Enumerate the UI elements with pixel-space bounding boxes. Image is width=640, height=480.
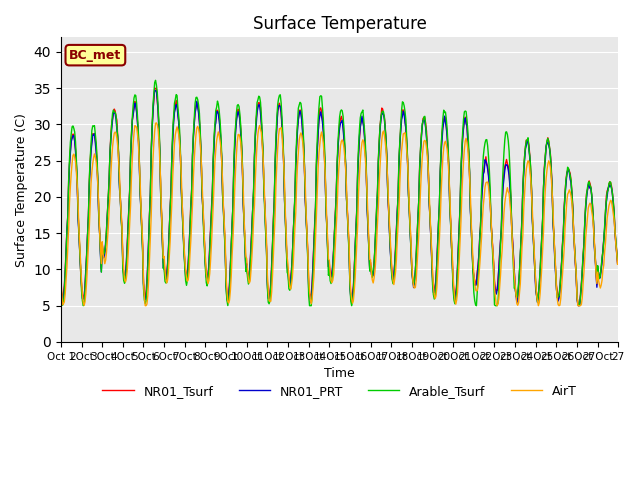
Arable_Tsurf [79, 303, 87, 309]
NR01_PRT [337, 119, 345, 125]
AirT [562, 212, 570, 218]
Line: NR01_PRT: NR01_PRT [61, 90, 618, 306]
NR01_Tsurf [541, 164, 548, 169]
AirT [152, 120, 160, 126]
NR01_PRT [215, 118, 223, 124]
Arable_Tsurf [216, 118, 224, 123]
Arable_Tsurf [57, 288, 65, 294]
AirT [614, 262, 621, 267]
NR01_PRT [262, 227, 269, 233]
AirT [159, 230, 166, 236]
Arable_Tsurf [159, 240, 166, 246]
Arable_Tsurf [339, 108, 346, 114]
NR01_Tsurf [337, 113, 345, 119]
Y-axis label: Surface Temperature (C): Surface Temperature (C) [15, 113, 28, 266]
NR01_PRT [541, 166, 548, 172]
NR01_Tsurf [575, 303, 582, 309]
AirT [262, 237, 270, 243]
Line: NR01_Tsurf: NR01_Tsurf [61, 88, 618, 306]
Arable_Tsurf [262, 250, 270, 255]
AirT [57, 278, 65, 284]
Line: Arable_Tsurf: Arable_Tsurf [61, 80, 618, 306]
AirT [216, 138, 224, 144]
Title: Surface Temperature: Surface Temperature [253, 15, 427, 33]
AirT [141, 303, 149, 309]
Arable_Tsurf [614, 257, 621, 263]
NR01_Tsurf [152, 85, 159, 91]
Legend: NR01_Tsurf, NR01_PRT, Arable_Tsurf, AirT: NR01_Tsurf, NR01_PRT, Arable_Tsurf, AirT [97, 380, 582, 403]
AirT [339, 137, 346, 143]
NR01_PRT [575, 303, 582, 309]
X-axis label: Time: Time [324, 367, 355, 380]
AirT [541, 188, 549, 194]
Arable_Tsurf [541, 153, 549, 158]
NR01_Tsurf [614, 259, 621, 265]
NR01_Tsurf [57, 282, 65, 288]
NR01_Tsurf [262, 224, 269, 229]
NR01_PRT [157, 216, 165, 222]
NR01_PRT [561, 192, 569, 198]
NR01_PRT [614, 260, 621, 266]
Arable_Tsurf [562, 178, 570, 183]
NR01_Tsurf [215, 114, 223, 120]
NR01_PRT [57, 285, 65, 291]
NR01_PRT [151, 87, 159, 93]
NR01_Tsurf [157, 210, 165, 216]
Text: BC_met: BC_met [69, 48, 122, 61]
Arable_Tsurf [152, 77, 159, 83]
NR01_Tsurf [561, 189, 569, 195]
Line: AirT: AirT [61, 123, 618, 306]
